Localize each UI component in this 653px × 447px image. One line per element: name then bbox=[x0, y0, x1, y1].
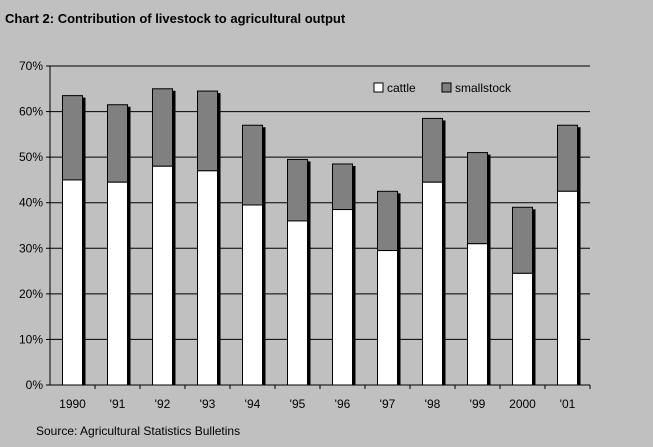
bar-cattle bbox=[467, 243, 488, 386]
y-tick-label: 30% bbox=[19, 241, 43, 255]
bar-cattle bbox=[512, 272, 533, 386]
x-tick-label: '93 bbox=[200, 397, 216, 411]
bar-cattle bbox=[377, 250, 398, 386]
legend-swatch-cattle bbox=[373, 82, 384, 93]
chart-title: Chart 2: Contribution of livestock to ag… bbox=[5, 11, 346, 26]
y-tick-label: 60% bbox=[19, 105, 43, 119]
x-tick-label: '96 bbox=[335, 397, 351, 411]
legend-label-cattle: cattle bbox=[387, 81, 416, 95]
bar-shadow bbox=[532, 209, 536, 385]
bar-smallstock bbox=[467, 152, 488, 245]
y-tick-label: 20% bbox=[19, 287, 43, 301]
y-tick-label: 0% bbox=[26, 378, 44, 392]
x-tick-label: 2000 bbox=[509, 397, 536, 411]
bar-smallstock bbox=[422, 117, 443, 183]
bar-cattle bbox=[152, 165, 173, 386]
bar-smallstock bbox=[287, 158, 308, 222]
bar-cattle bbox=[242, 204, 263, 386]
bar-smallstock bbox=[152, 88, 173, 167]
bar-smallstock bbox=[512, 206, 533, 274]
bar-cattle bbox=[62, 179, 83, 386]
y-tick-label: 70% bbox=[19, 59, 43, 73]
source-note: Source: Agricultural Statistics Bulletin… bbox=[36, 424, 241, 438]
bar-shadow bbox=[217, 93, 221, 386]
x-tick-label: '99 bbox=[470, 397, 486, 411]
legend-label-smallstock: smallstock bbox=[455, 81, 512, 95]
bar-shadow bbox=[442, 120, 446, 386]
bar-smallstock bbox=[332, 163, 353, 211]
x-tick-label: '92 bbox=[155, 397, 171, 411]
bar-shadow bbox=[307, 161, 311, 385]
bar-shadow bbox=[262, 127, 266, 385]
bar-cattle bbox=[332, 209, 353, 386]
bar-smallstock bbox=[62, 95, 83, 181]
y-tick-label: 10% bbox=[19, 332, 43, 346]
x-tick-label: '97 bbox=[380, 397, 396, 411]
bar-smallstock bbox=[242, 124, 263, 206]
bar-shadow bbox=[352, 165, 356, 385]
x-tick-label: '01 bbox=[560, 397, 576, 411]
y-tick-label: 50% bbox=[19, 150, 43, 164]
bar-cattle bbox=[197, 170, 218, 386]
bar-smallstock bbox=[107, 104, 128, 183]
y-tick-label: 40% bbox=[19, 196, 43, 210]
bar-smallstock bbox=[557, 124, 578, 192]
bar-cattle bbox=[557, 190, 578, 386]
bar-cattle bbox=[422, 181, 443, 386]
bar-shadow bbox=[127, 106, 131, 385]
bar-cattle bbox=[287, 220, 308, 386]
bar-shadow bbox=[397, 193, 401, 385]
bar-shadow bbox=[577, 127, 581, 385]
bar-shadow bbox=[82, 97, 86, 385]
bar-cattle bbox=[107, 181, 128, 386]
bar-smallstock bbox=[377, 190, 398, 252]
x-tick-label: '98 bbox=[425, 397, 441, 411]
x-tick-label: 1990 bbox=[59, 397, 86, 411]
bar-smallstock bbox=[197, 90, 218, 172]
legend-swatch-smallstock bbox=[441, 82, 452, 93]
bar-shadow bbox=[487, 154, 491, 385]
x-tick-label: '91 bbox=[110, 397, 126, 411]
x-tick-label: '94 bbox=[245, 397, 261, 411]
x-tick-label: '95 bbox=[290, 397, 306, 411]
bar-shadow bbox=[172, 90, 176, 386]
